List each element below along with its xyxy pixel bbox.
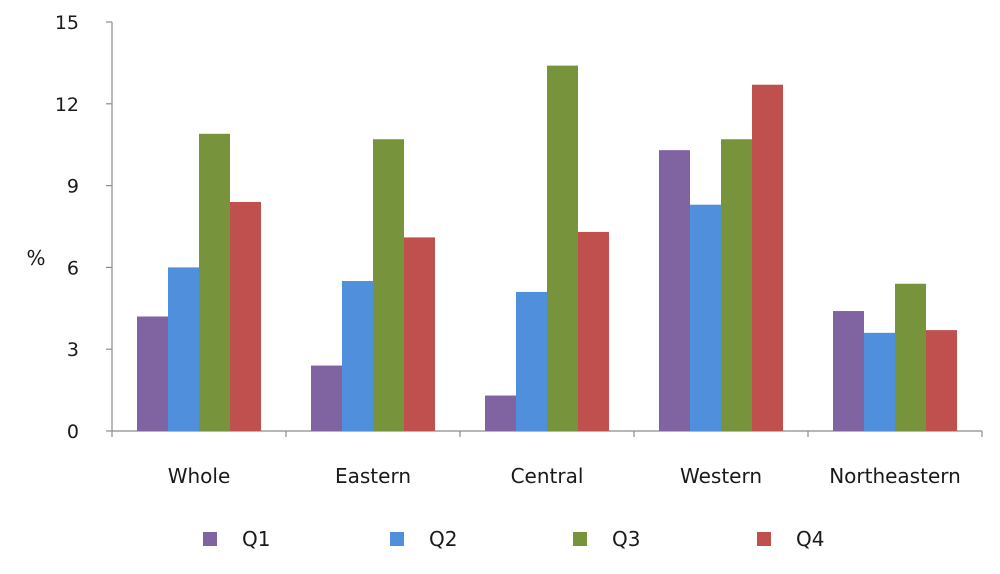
bar-q2-whole	[168, 267, 199, 431]
legend-label-q1: Q1	[242, 527, 270, 551]
legend-label-q2: Q2	[429, 527, 457, 551]
legend-swatch-q3	[573, 532, 587, 546]
bar-q3-eastern	[373, 139, 404, 431]
bar-q3-central	[547, 65, 578, 432]
y-tick-label: 0	[67, 421, 79, 443]
y-tick-label: 6	[67, 257, 79, 279]
bar-q3-northeastern	[895, 283, 926, 431]
y-tick-label: 3	[67, 339, 79, 361]
y-axis: 0 3 6 9 12 15	[55, 12, 113, 443]
bar-q2-eastern	[342, 281, 373, 431]
bar-q3-whole	[199, 133, 230, 431]
x-tick-label: Eastern	[335, 464, 411, 488]
legend-swatch-q1	[203, 532, 217, 546]
bar-q1-whole	[137, 316, 168, 431]
bar-q2-western	[690, 204, 721, 431]
bar-q3-western	[721, 139, 752, 431]
bar-q1-western	[659, 150, 690, 432]
bar-q4-whole	[230, 201, 261, 431]
bar-q4-western	[752, 84, 783, 432]
y-tick-label: 15	[55, 12, 79, 34]
bar-q2-northeastern	[864, 332, 895, 431]
legend-swatch-q2	[390, 532, 404, 546]
bar-q1-northeastern	[833, 311, 864, 431]
bar-q1-central	[485, 395, 516, 431]
legend: Q1 Q2 Q3 Q4	[203, 527, 824, 551]
bars	[137, 65, 957, 432]
x-axis: Whole Eastern Central Western Northeastern	[111, 430, 983, 488]
legend-swatch-q4	[757, 532, 771, 546]
legend-label-q3: Q3	[612, 527, 640, 551]
y-axis-label: %	[26, 246, 45, 270]
x-tick-label: Northeastern	[829, 464, 961, 488]
bar-q1-eastern	[311, 365, 342, 431]
x-tick-label: Whole	[168, 464, 231, 488]
y-tick-label: 12	[55, 94, 79, 116]
bar-q2-central	[516, 291, 547, 431]
legend-label-q4: Q4	[796, 527, 824, 551]
x-tick-label: Central	[511, 464, 584, 488]
x-tick-label: Western	[680, 464, 762, 488]
bar-q4-northeastern	[926, 330, 957, 431]
y-tick-label: 9	[67, 176, 79, 198]
bar-q4-eastern	[404, 237, 435, 431]
bar-q4-central	[578, 231, 609, 431]
